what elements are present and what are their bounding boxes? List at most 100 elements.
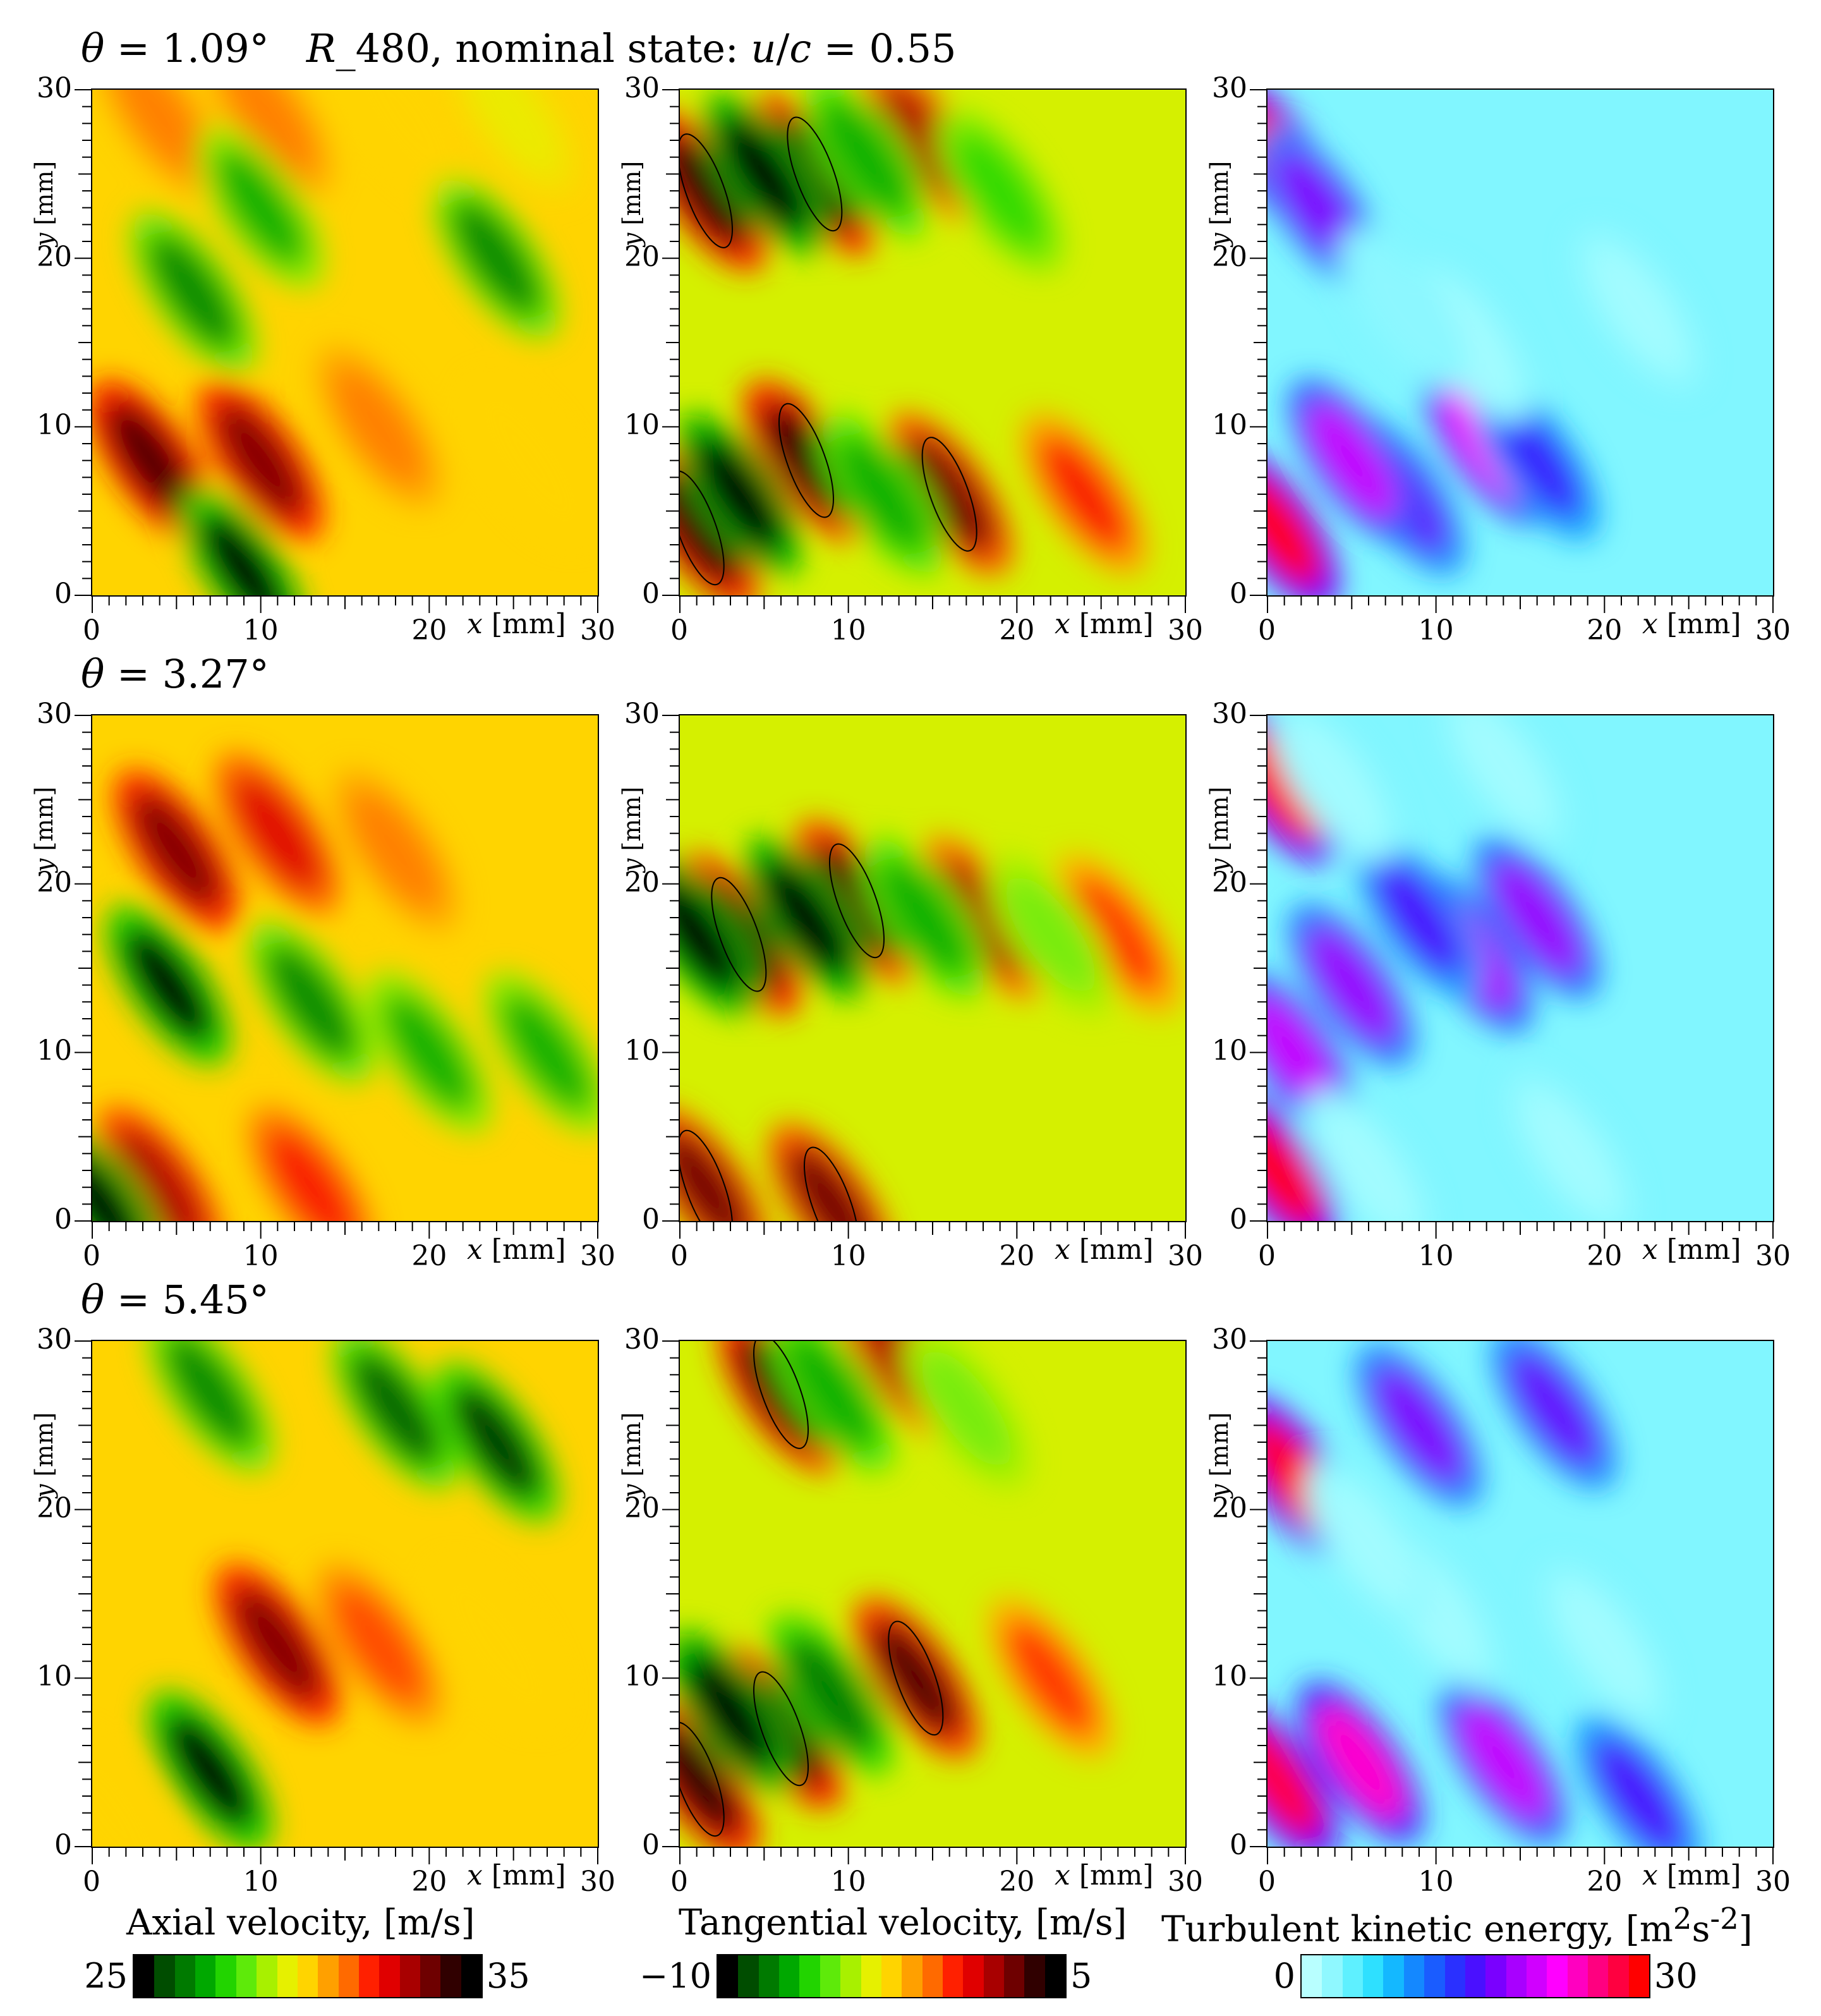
heatmap-blob <box>485 401 576 519</box>
y-var: y <box>1206 858 1233 872</box>
x-axis-label: x [mm] <box>467 1234 566 1266</box>
colorbar-swatch <box>1302 1955 1322 1997</box>
x-axis-label: x [mm] <box>1642 608 1741 640</box>
heatmap-blob <box>1592 1737 1684 1847</box>
heatmap-panel <box>91 714 599 1222</box>
axis-ticks <box>662 1340 1186 1864</box>
heatmap-blob <box>786 1341 877 1451</box>
y-axis-label: y [mm] <box>30 1412 58 1498</box>
y-tick-label: 20 <box>37 240 72 273</box>
row3-title: θ = 5.45° <box>81 1277 269 1323</box>
colorbar-swatch <box>718 1955 739 1997</box>
heatmap-blob <box>350 791 441 909</box>
x-axis-label: x [mm] <box>467 608 566 640</box>
x-tick-label: 10 <box>830 1240 866 1272</box>
row2-title: θ = 3.27° <box>81 651 269 697</box>
y-unit: [mm] <box>618 786 646 859</box>
heatmap-blob <box>680 875 742 993</box>
colorbar-swatch <box>922 1955 943 1997</box>
heatmap-blob <box>451 1383 542 1502</box>
colorbar-swatch <box>1322 1955 1343 1997</box>
y-tick-label: 20 <box>624 1491 660 1524</box>
y-axis-label: y [mm] <box>30 161 58 246</box>
x-tick-label: 0 <box>83 1866 100 1898</box>
contour-line <box>680 1721 725 1837</box>
x-tick-label: 10 <box>243 1866 279 1898</box>
colorbar-swatch <box>1424 1955 1445 1997</box>
x-tick-label: 20 <box>1587 1866 1623 1898</box>
axis-ticks <box>662 715 1186 1239</box>
colorbar-swatch <box>1567 1955 1588 1997</box>
row1-title: θ = 1.09° R_480, nominal state: u/c = 0.… <box>81 25 957 71</box>
colorbar-swatch <box>358 1955 380 1997</box>
colorbar-swatch <box>461 1955 482 1997</box>
y-var: y <box>30 858 58 872</box>
x-tick-label: 20 <box>999 1866 1035 1898</box>
colorbar-swatch <box>215 1955 236 1997</box>
colorbar-swatch <box>338 1955 359 1997</box>
colorbar-swatch <box>277 1955 298 1997</box>
colorbar-swatch <box>1004 1955 1025 1997</box>
heatmap-svg <box>1267 715 1773 1221</box>
colorbar-swatch <box>1506 1955 1527 1997</box>
colorbar-swatch <box>399 1955 421 1997</box>
colorbar-swatch <box>195 1955 216 1997</box>
y-axis-label: y [mm] <box>30 787 58 872</box>
x-axis-label: x [mm] <box>1642 1859 1741 1892</box>
colorbar-swatch <box>1024 1955 1045 1997</box>
heatmap-blob <box>786 1636 877 1754</box>
colorbar-swatch <box>1403 1955 1425 1997</box>
colorbar-swatch <box>1383 1955 1404 1997</box>
colorbar-swatch <box>840 1955 861 1997</box>
colorbar-max-label: 30 <box>1654 1956 1698 1996</box>
x-tick-label: 30 <box>580 1240 615 1272</box>
x-var: x <box>467 1234 483 1266</box>
heatmap-blob <box>1314 1703 1406 1821</box>
heatmap-blob <box>1005 1619 1096 1737</box>
heatmap-blob <box>358 90 450 174</box>
heatmap-svg <box>680 715 1185 1221</box>
x-axis-label: x [mm] <box>467 1859 566 1892</box>
y-var: y <box>1206 233 1233 246</box>
theta-value: = 5.45° <box>104 1277 269 1323</box>
y-axis-label: y [mm] <box>1206 787 1233 872</box>
heatmap-blob <box>938 858 1029 977</box>
x-tick-label: 30 <box>580 614 615 647</box>
colorbar-swatch <box>154 1955 175 1997</box>
heatmap-blob <box>693 435 785 554</box>
colorbar-max-label: 5 <box>1070 1956 1092 1996</box>
heatmap-blob <box>265 943 357 1061</box>
heatmap-blob <box>878 858 970 977</box>
colorbar <box>133 1954 483 1998</box>
colorbar-swatch <box>799 1955 820 1997</box>
y-tick-label: 10 <box>624 1660 660 1693</box>
colorbar-swatch <box>758 1955 780 1997</box>
heatmap-panel <box>91 88 599 597</box>
contour-line <box>753 1671 809 1787</box>
colorbar-swatch <box>1526 1955 1547 1997</box>
heatmap-blob <box>92 1754 155 1847</box>
heatmap-blob <box>1267 993 1338 1112</box>
x-tick-label: 0 <box>1258 614 1276 647</box>
heatmap-svg <box>1267 1341 1773 1847</box>
x-tick-label: 10 <box>1418 1240 1454 1272</box>
y-tick-label: 10 <box>37 409 72 442</box>
x-tick-label: 0 <box>83 614 100 647</box>
y-var: y <box>30 233 58 246</box>
x-tick-label: 10 <box>830 614 866 647</box>
heatmap-panel <box>91 1340 599 1848</box>
colorbar-swatch <box>983 1955 1005 1997</box>
heatmap-blob <box>148 233 239 351</box>
slash: / <box>776 25 790 71</box>
colorbar-swatch <box>963 1955 984 1997</box>
theta-value: = 1.09° <box>104 25 269 71</box>
y-tick-label: 10 <box>1212 1035 1247 1067</box>
y-unit: [mm] <box>30 786 58 859</box>
colorbar-swatch <box>779 1955 800 1997</box>
heatmap-blob <box>1267 469 1322 587</box>
heatmap-blob <box>718 115 810 233</box>
heatmap-blob <box>232 774 324 892</box>
x-tick-label: 20 <box>999 614 1035 647</box>
heatmap-blob <box>870 1619 962 1737</box>
x-tick-label: 10 <box>1418 1866 1454 1898</box>
